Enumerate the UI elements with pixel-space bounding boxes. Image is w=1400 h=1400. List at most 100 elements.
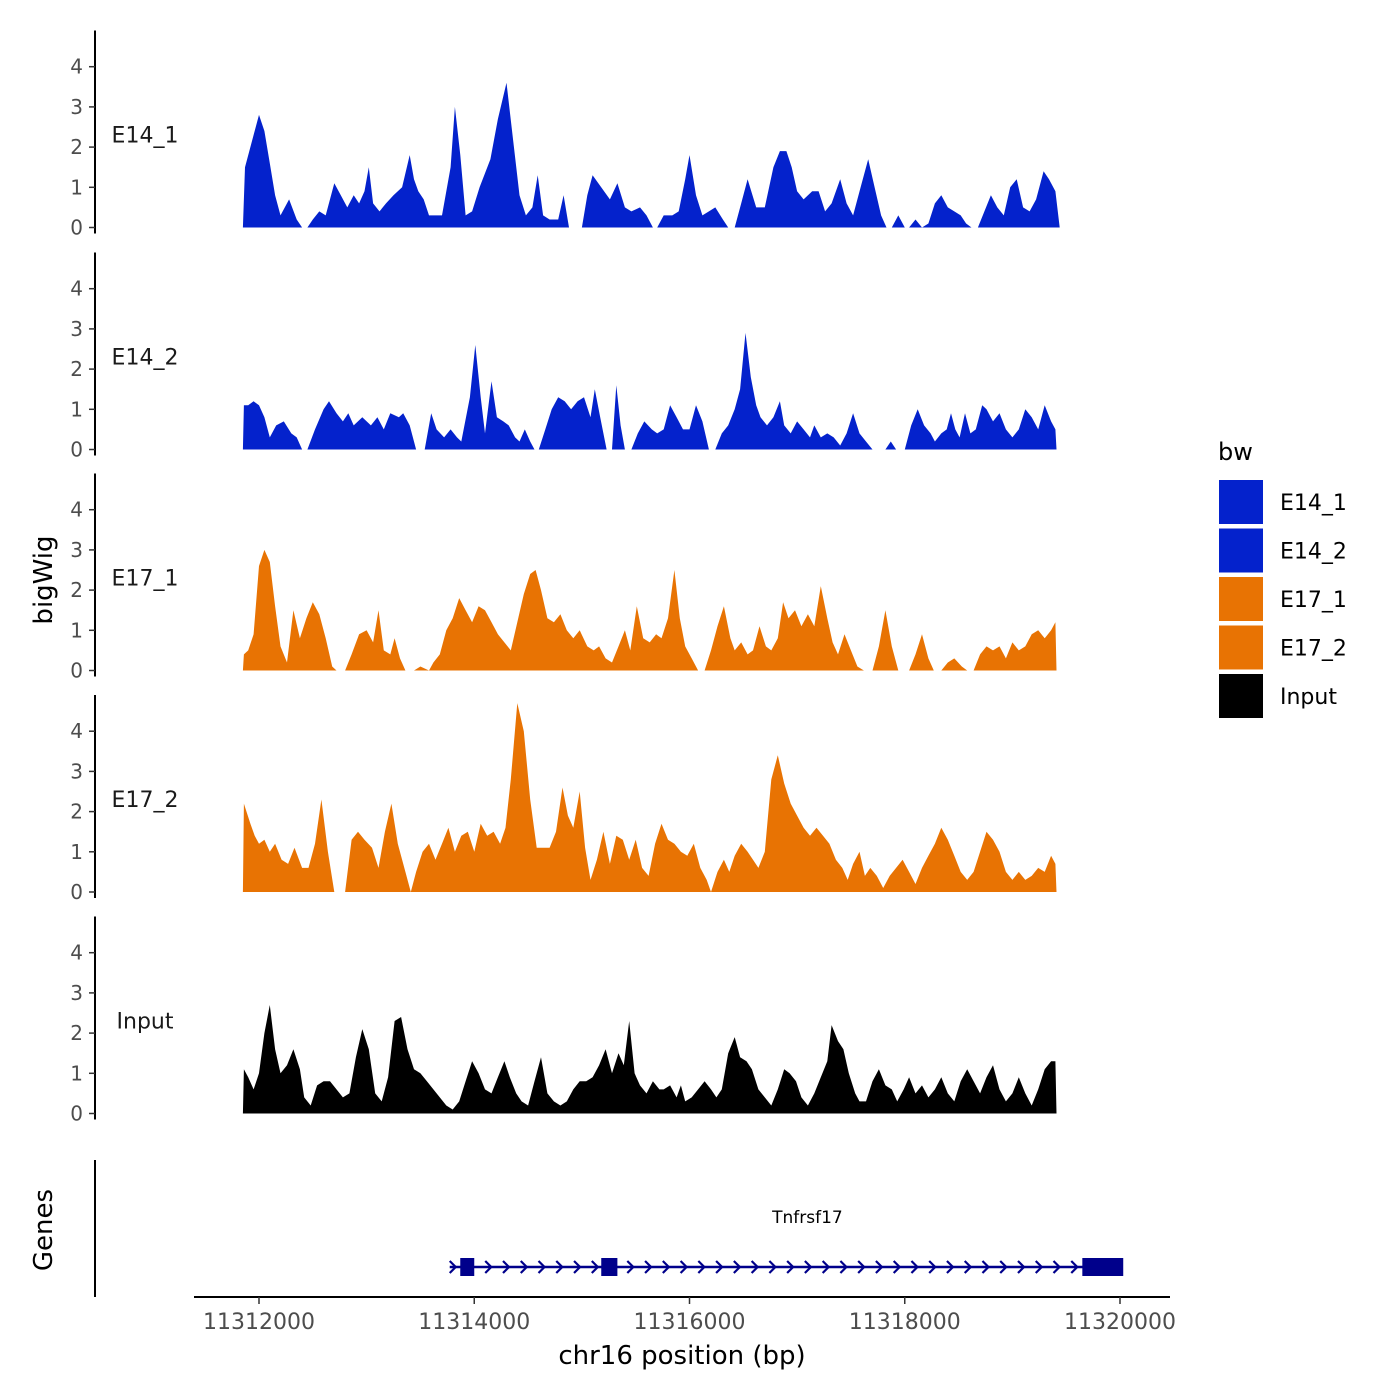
strand-arrow [662, 1260, 671, 1274]
track-E17_2: 0 1 2 3 4 E17_2 [70, 695, 1057, 904]
strand-arrow [448, 1260, 458, 1274]
x-axis: 11312000 11314000 11316000 11318000 11320000 [194, 1296, 1176, 1335]
strand-arrow [537, 1260, 547, 1274]
y-tick-label: 4 [70, 498, 83, 522]
legend-swatch [1219, 577, 1263, 621]
strand-arrow [857, 1260, 866, 1274]
y-tick-label: 1 [70, 618, 83, 642]
legend-label: E14_1 [1280, 491, 1347, 516]
track-Input: 0 1 2 3 4 Input [70, 916, 1057, 1126]
strand-arrow [963, 1260, 973, 1274]
y-tick-label: 3 [70, 95, 83, 119]
track-label: E17_2 [112, 788, 179, 813]
y-tick-label: 0 [70, 880, 83, 904]
x-tick-label: 11316000 [634, 1310, 746, 1335]
track-label: E17_1 [112, 567, 179, 592]
strand-arrow [555, 1260, 564, 1274]
x-axis-label: chr16 position (bp) [558, 1341, 805, 1371]
y-tick-label: 4 [70, 277, 83, 301]
gene-name-label: Tnfrsf17 [771, 1208, 843, 1228]
strand-arrow [875, 1260, 884, 1274]
strand-arrow [591, 1260, 600, 1274]
legend-label: E17_1 [1280, 588, 1347, 613]
signal-area-E17_2 [242, 703, 1057, 892]
y-tick-label: 3 [70, 981, 83, 1005]
strand-arrow [1052, 1260, 1062, 1274]
strand-arrow [1017, 1260, 1026, 1274]
signal-area-Input [242, 1005, 1057, 1114]
y-tick-label: 4 [70, 55, 83, 79]
y-tick-label: 1 [70, 175, 83, 199]
legend-swatch [1219, 674, 1263, 718]
y-tick-label: 3 [70, 759, 83, 783]
tracks-group: 0 1 2 3 4 E14_1 0 1 2 3 4 E14_2 0 1 2 3 4 E17_1 0 1 2 3 4 E17_2… [70, 30, 1060, 1126]
y-axis-label: bigWig [29, 535, 59, 624]
y-tick-label: 2 [70, 357, 83, 381]
y-tick-label: 4 [70, 719, 83, 743]
legend-title: bw [1218, 438, 1253, 466]
y-tick-label: 3 [70, 538, 83, 562]
legend-item-E17_1: E17_1 [1219, 577, 1347, 621]
legend-item-E14_2: E14_2 [1219, 528, 1347, 573]
strand-arrow [1034, 1260, 1044, 1274]
strand-arrow [804, 1260, 813, 1274]
legend-item-E14_1: E14_1 [1219, 480, 1347, 524]
gene-exon [460, 1258, 475, 1276]
signal-area-E17_1 [242, 549, 1057, 671]
legend-swatch [1219, 480, 1263, 524]
strand-arrow [821, 1260, 831, 1274]
track-label: E14_1 [112, 124, 179, 149]
y-tick-label: 0 [70, 216, 83, 240]
genes-axis-label: Genes [29, 1189, 59, 1271]
strand-arrow [839, 1260, 848, 1274]
signal-area-E14_1 [242, 82, 1060, 228]
legend: E14_1 E14_2 E17_1 E17_2 Input [1219, 480, 1347, 718]
strand-arrow [715, 1260, 724, 1274]
y-tick-label: 1 [70, 1061, 83, 1085]
legend-swatch [1219, 528, 1263, 573]
track-E17_1: 0 1 2 3 4 E17_1 [70, 473, 1057, 683]
track-label: Input [117, 1010, 174, 1035]
gene-exon [601, 1258, 618, 1276]
legend-swatch [1219, 625, 1263, 670]
x-tick-label: 11312000 [203, 1310, 315, 1335]
strand-arrow [892, 1260, 902, 1274]
y-tick-label: 2 [70, 1021, 83, 1045]
y-tick-label: 0 [70, 438, 83, 462]
strand-arrow [697, 1260, 706, 1274]
legend-label: E14_2 [1280, 540, 1347, 565]
strand-arrow [644, 1260, 653, 1274]
strand-arrow [519, 1260, 529, 1274]
strand-arrow [981, 1260, 991, 1274]
y-tick-label: 1 [70, 397, 83, 421]
strand-arrow [910, 1260, 919, 1274]
strand-arrow [928, 1260, 937, 1274]
legend-item-E17_2: E17_2 [1219, 625, 1347, 670]
strand-arrow [1070, 1260, 1079, 1274]
strand-arrow [679, 1260, 689, 1274]
y-tick-label: 2 [70, 800, 83, 824]
strand-arrow [750, 1260, 760, 1274]
strand-arrow [999, 1260, 1008, 1274]
signal-area-E14_2 [242, 332, 1057, 450]
strand-arrow [768, 1260, 777, 1274]
gene-exon [1082, 1258, 1124, 1276]
x-tick-label: 11314000 [418, 1310, 530, 1335]
strand-arrow [946, 1260, 955, 1274]
track-label: E14_2 [112, 346, 179, 371]
track-E14_2: 0 1 2 3 4 E14_2 [70, 252, 1057, 462]
y-tick-label: 1 [70, 840, 83, 864]
y-tick-label: 2 [70, 135, 83, 159]
strand-arrow [626, 1260, 635, 1274]
track-E14_1: 0 1 2 3 4 E14_1 [70, 30, 1060, 240]
y-tick-label: 2 [70, 578, 83, 602]
strand-arrow [484, 1260, 493, 1274]
y-tick-label: 0 [70, 659, 83, 683]
legend-label: Input [1280, 685, 1337, 710]
strand-arrow [786, 1260, 795, 1274]
legend-item-Input: Input [1219, 674, 1337, 718]
x-tick-label: 11318000 [849, 1310, 961, 1335]
strand-arrow [573, 1260, 582, 1274]
x-tick-label: 11320000 [1064, 1310, 1176, 1335]
